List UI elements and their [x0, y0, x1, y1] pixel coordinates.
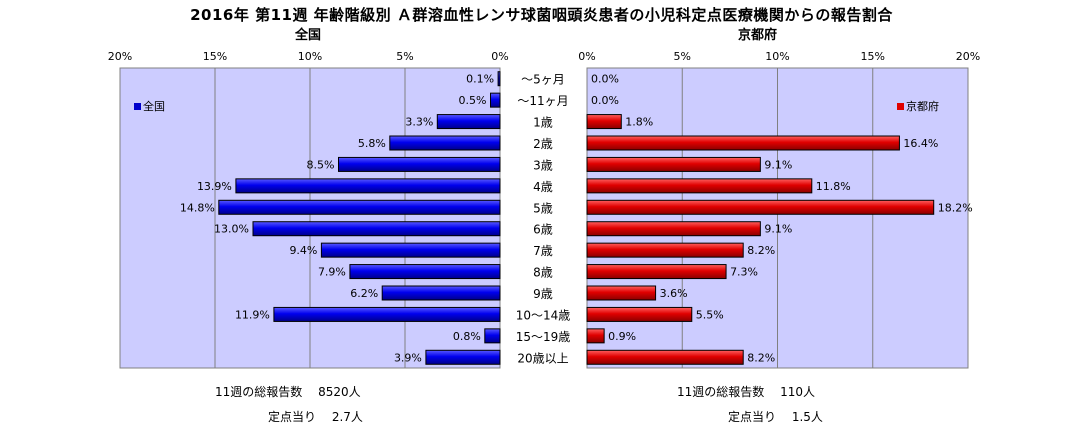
bar: [586, 221, 761, 237]
data-label: 0.0%: [591, 73, 619, 86]
bar: [436, 114, 501, 130]
data-label: 0.5%: [459, 94, 487, 107]
data-label: 9.1%: [764, 223, 792, 236]
bar: [586, 156, 761, 172]
tick-label: 10%: [298, 50, 322, 63]
bar: [586, 264, 727, 280]
bar: [586, 135, 900, 151]
bar: [586, 328, 605, 344]
left-subtitle: 全国: [295, 28, 322, 43]
bar: [338, 156, 501, 172]
data-label: 7.9%: [318, 266, 346, 279]
data-label: 11.9%: [235, 308, 270, 321]
category-label: 6歳: [533, 223, 553, 237]
tick-label: 20%: [956, 50, 980, 63]
data-label: 13.0%: [214, 223, 249, 236]
category-label: 20歳以上: [517, 351, 568, 365]
data-label: 8.5%: [307, 158, 335, 171]
bar: [320, 242, 501, 258]
tick-label: 0%: [578, 50, 595, 63]
data-label: 0.9%: [608, 330, 636, 343]
bar: [586, 306, 693, 322]
data-label: 16.4%: [903, 137, 938, 150]
data-label: 3.3%: [405, 116, 433, 129]
right-per-sentinel: 定点当り 1.5人: [728, 410, 823, 424]
data-label: 0.8%: [453, 330, 481, 343]
legend-swatch: [897, 103, 904, 110]
bar: [484, 328, 501, 344]
data-label: 0.0%: [591, 94, 619, 107]
right-subtitle: 京都府: [738, 28, 778, 43]
bar: [381, 285, 501, 301]
chart-title: 2016年 第11週 年齢階級別 Ａ群溶血性レンサ球菌咽頭炎患者の小児科定点医療…: [190, 6, 893, 24]
bar: [425, 349, 501, 365]
bar: [490, 92, 501, 108]
tick-label: 15%: [203, 50, 227, 63]
data-label: 3.9%: [394, 351, 422, 364]
data-label: 13.9%: [197, 180, 232, 193]
data-label: 18.2%: [938, 201, 973, 214]
data-label: 14.8%: [180, 201, 215, 214]
bar: [586, 349, 744, 365]
data-label: 9.1%: [764, 158, 792, 171]
category-label: 9歳: [533, 287, 553, 301]
category-label: ～5ヶ月: [521, 73, 565, 87]
data-label: 5.5%: [696, 308, 724, 321]
data-label: 1.8%: [625, 116, 653, 129]
bar: [497, 71, 501, 87]
data-label: 7.3%: [730, 266, 758, 279]
bar: [586, 285, 657, 301]
bar: [389, 135, 501, 151]
category-label: 15～19歳: [516, 330, 571, 344]
category-label: 8歳: [533, 266, 553, 280]
data-label: 6.2%: [350, 287, 378, 300]
data-label: 8.2%: [747, 244, 775, 257]
bar: [218, 199, 501, 215]
right-total-reports: 11週の総報告数 110人: [677, 385, 815, 399]
data-label: 9.4%: [289, 244, 317, 257]
category-label: 1歳: [533, 116, 553, 130]
data-label: 11.8%: [816, 180, 851, 193]
tick-label: 10%: [765, 50, 789, 63]
category-label: 4歳: [533, 180, 553, 194]
tick-label: 5%: [396, 50, 413, 63]
bar: [586, 199, 935, 215]
tick-label: 15%: [861, 50, 885, 63]
legend-label: 京都府: [906, 99, 939, 113]
data-label: 5.8%: [358, 137, 386, 150]
bar: [252, 221, 501, 237]
left-per-sentinel: 定点当り 2.7人: [268, 410, 363, 424]
bar: [273, 306, 501, 322]
bar: [586, 178, 813, 194]
data-label: 0.1%: [466, 73, 494, 86]
legend-swatch: [134, 103, 141, 110]
bar: [235, 178, 501, 194]
category-label: ～11ヶ月: [517, 94, 568, 108]
category-label: 7歳: [533, 244, 553, 258]
data-label: 8.2%: [747, 351, 775, 364]
category-label: 5歳: [533, 201, 553, 215]
tick-label: 20%: [108, 50, 132, 63]
bar: [586, 114, 622, 130]
category-label: 2歳: [533, 137, 553, 151]
legend-label: 全国: [143, 99, 165, 113]
left-total-reports: 11週の総報告数 8520人: [215, 385, 361, 399]
data-label: 3.6%: [660, 287, 688, 300]
bar: [586, 242, 744, 258]
tick-label: 0%: [491, 50, 508, 63]
bar: [349, 264, 501, 280]
category-label: 10～14歳: [516, 308, 571, 322]
tick-label: 5%: [674, 50, 691, 63]
category-label: 3歳: [533, 158, 553, 172]
